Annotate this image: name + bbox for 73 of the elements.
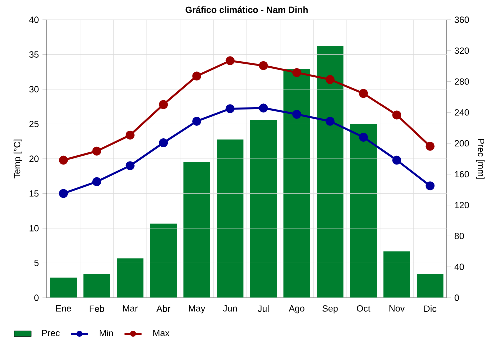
y-tick-label: 35 — [30, 52, 39, 58]
y-tick-label: 0 — [34, 294, 39, 302]
legend-label: Max — [154, 330, 170, 336]
y-tick-label: 30 — [30, 86, 39, 93]
y2-tick-label: 320 — [454, 48, 470, 54]
x-tick-label: Dic — [424, 306, 437, 312]
point — [392, 156, 402, 165]
point — [326, 75, 335, 84]
bar — [117, 258, 144, 298]
y2-tick-label: 280 — [454, 78, 470, 85]
x-tick-label: Nov — [390, 306, 405, 312]
point — [259, 61, 268, 70]
y2-tick-label: 80 — [454, 233, 464, 240]
point — [192, 72, 202, 81]
point — [292, 110, 302, 120]
point — [59, 189, 68, 198]
bar — [284, 69, 310, 298]
y-tick-label: 20 — [30, 156, 39, 162]
legend-label: Prec — [42, 330, 60, 336]
bar — [50, 278, 78, 298]
bar — [250, 120, 278, 298]
bar — [217, 140, 244, 298]
x-tick-label: Oct — [357, 306, 371, 312]
chart-title: Gráfico climático - Nam Dinh — [186, 6, 308, 14]
point — [259, 104, 268, 113]
x-tick-label: Jun — [223, 306, 238, 312]
bar — [317, 46, 344, 298]
x-tick-label: May — [189, 306, 206, 314]
point — [159, 138, 168, 148]
y2-tick-label: 200 — [454, 140, 470, 147]
bar — [417, 274, 444, 298]
point — [126, 130, 135, 140]
y-tick-label: 25 — [30, 121, 39, 128]
bar — [184, 162, 210, 298]
y2-tick-label: 120 — [455, 202, 470, 209]
x-tick-label: Sep — [322, 306, 338, 314]
bar — [384, 252, 410, 298]
point — [426, 182, 435, 191]
point — [92, 177, 102, 186]
bar — [150, 224, 178, 298]
point — [359, 132, 368, 142]
x-tick-label: Feb — [90, 306, 104, 312]
point — [126, 161, 135, 170]
point — [226, 56, 235, 66]
y-tick-label: 40 — [29, 16, 39, 24]
y-tick-label: 10 — [30, 225, 39, 232]
point — [92, 146, 102, 156]
point — [192, 116, 202, 126]
x-tick-label: Ago — [289, 306, 305, 314]
legend-label: Min — [100, 330, 114, 337]
point — [226, 104, 235, 114]
y2-tick-label: 240 — [454, 109, 470, 116]
x-tick-label: Ene — [56, 306, 72, 312]
point — [292, 68, 302, 78]
y2-tick-label: 40 — [454, 264, 464, 270]
x-tick-label: Jul — [258, 306, 269, 312]
y2-tick-label: 360 — [454, 16, 470, 24]
bar — [84, 274, 110, 298]
y2-tick-label: 160 — [455, 171, 470, 178]
y-axis-title: Temp [°C] — [14, 140, 22, 179]
y-tick-label: 5 — [34, 260, 39, 266]
y-tick-label: 15 — [30, 190, 39, 197]
x-tick-label: Abr — [156, 306, 171, 312]
y2-axis-title: Prec [mm] — [476, 139, 485, 179]
point — [359, 89, 368, 98]
x-tick-label: Mar — [123, 306, 138, 312]
point — [426, 142, 435, 151]
point — [159, 100, 168, 110]
point — [392, 110, 402, 120]
y2-tick-label: 0 — [454, 294, 460, 302]
bar — [350, 124, 377, 298]
point — [59, 156, 68, 165]
point — [326, 116, 335, 126]
